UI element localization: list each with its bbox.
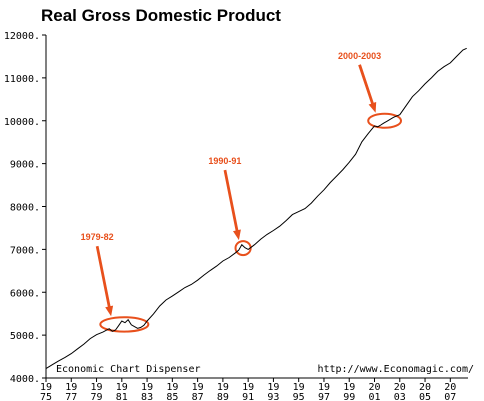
footer-left-text: Economic Chart Dispenser [56, 364, 201, 375]
annotation-arrow [95, 245, 114, 317]
x-tick-label-century: 20 [394, 382, 406, 393]
x-tick-label-year: 83 [141, 392, 153, 401]
x-tick-label-century: 19 [318, 382, 330, 393]
x-tick-label-century: 19 [343, 382, 355, 393]
annotation-arrow [223, 169, 241, 241]
x-tick-label-year: 75 [40, 392, 52, 401]
annotation-arrow [358, 64, 377, 113]
chart-title: Real Gross Domestic Product [41, 6, 281, 25]
x-tick-label-year: 85 [166, 392, 178, 401]
x-tick-label-century: 19 [65, 382, 77, 393]
x-tick-label-year: 77 [65, 392, 77, 401]
y-tick-label: 8000. [10, 203, 40, 214]
annotation-labels: 1979-82 1990-91 2000-2003 [81, 51, 381, 242]
annotation-label: 1979-82 [81, 232, 114, 242]
x-tick-label-century: 19 [217, 382, 229, 393]
x-tick-label-century: 19 [293, 382, 305, 393]
x-tick-label-year: 91 [242, 392, 254, 401]
x-tick-label-century: 19 [267, 382, 279, 393]
annotation-ellipse [367, 112, 403, 129]
y-tick-label: 12000. [4, 31, 40, 42]
annotation-arrows [95, 64, 377, 317]
y-tick-label: 5000. [10, 331, 40, 342]
x-tick-label-century: 19 [242, 382, 254, 393]
x-tick-label-century: 20 [419, 382, 431, 393]
x-tick-label-century: 20 [444, 382, 456, 393]
axes [45, 35, 468, 379]
x-tick-label-year: 01 [368, 392, 380, 401]
x-tick-label-century: 20 [368, 382, 380, 393]
x-tick-label-century: 19 [166, 382, 178, 393]
annotation-ellipse [234, 240, 252, 257]
y-ticks: 4000. 5000. 6000. 7000. 8000. 9000. 10000. 1100… [4, 31, 46, 385]
x-tick-label-year: 87 [192, 392, 204, 401]
y-tick-label: 6000. [10, 288, 40, 299]
x-tick-label-year: 03 [394, 392, 406, 401]
annotation-ellipse [99, 316, 150, 333]
x-tick-label-year: 89 [217, 392, 229, 401]
y-tick-label: 4000. [10, 374, 40, 385]
x-tick-label-year: 07 [444, 392, 456, 401]
annotation-ellipses [99, 112, 403, 333]
y-tick-label: 9000. [10, 160, 40, 171]
x-tick-label-year: 95 [293, 392, 305, 401]
x-tick-label-year: 81 [116, 392, 128, 401]
x-tick-label-year: 79 [91, 392, 103, 401]
footer-right-text: http://www.Economagic.com/ [317, 364, 474, 375]
x-tick-label-year: 99 [343, 392, 355, 401]
annotation-label: 1990-91 [208, 156, 241, 166]
series-layer [45, 47, 467, 370]
x-tick-label-century: 19 [116, 382, 128, 393]
y-tick-label: 7000. [10, 245, 40, 256]
x-tick-label-year: 97 [318, 392, 330, 401]
x-tick-label-century: 19 [91, 382, 103, 393]
y-tick-label: 11000. [4, 74, 40, 85]
x-tick-label-century: 19 [40, 382, 52, 393]
x-tick-label-century: 19 [192, 382, 204, 393]
x-tick-label-year: 93 [267, 392, 279, 401]
annotation-label: 2000-2003 [338, 51, 381, 61]
y-tick-label: 10000. [4, 117, 40, 128]
x-tick-label-century: 19 [141, 382, 153, 393]
gdp-series-line [45, 47, 467, 370]
x-ticks: 1975197719791981198319851987198919911993… [40, 378, 456, 401]
x-tick-label-year: 05 [419, 392, 431, 401]
